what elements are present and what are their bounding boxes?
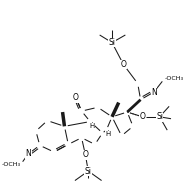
Text: -OCH₃: -OCH₃ [2, 162, 21, 167]
Text: N: N [151, 88, 157, 96]
Text: Si: Si [108, 38, 116, 47]
Text: Ḣ: Ḣ [89, 123, 95, 129]
Text: H: H [106, 131, 111, 137]
Text: Ḣ: Ḣ [106, 131, 111, 137]
Text: Si: Si [156, 112, 163, 121]
Text: H: H [89, 123, 95, 129]
Text: O: O [83, 150, 88, 159]
Text: -OCH₃: -OCH₃ [164, 76, 183, 81]
Text: Si: Si [85, 167, 92, 176]
Text: O: O [73, 93, 79, 102]
Text: O: O [140, 112, 145, 121]
Text: N: N [25, 149, 31, 158]
Text: O: O [121, 60, 126, 69]
